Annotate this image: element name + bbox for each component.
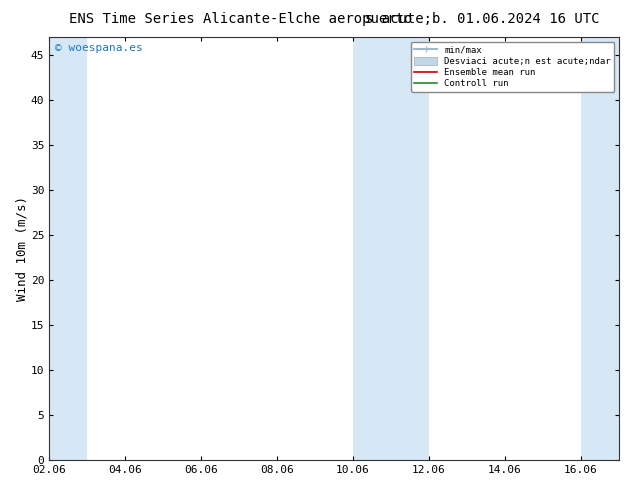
Bar xyxy=(353,37,429,460)
Bar xyxy=(581,37,619,460)
Legend: min/max, Desviaci acute;n est acute;ndar, Ensemble mean run, Controll run: min/max, Desviaci acute;n est acute;ndar… xyxy=(411,42,614,92)
Y-axis label: Wind 10m (m/s): Wind 10m (m/s) xyxy=(15,196,28,301)
Bar xyxy=(49,37,87,460)
Text: s acute;b. 01.06.2024 16 UTC: s acute;b. 01.06.2024 16 UTC xyxy=(365,12,599,26)
Text: © woespana.es: © woespana.es xyxy=(55,44,143,53)
Text: ENS Time Series Alicante-Elche aeropuerto: ENS Time Series Alicante-Elche aeropuert… xyxy=(69,12,413,26)
